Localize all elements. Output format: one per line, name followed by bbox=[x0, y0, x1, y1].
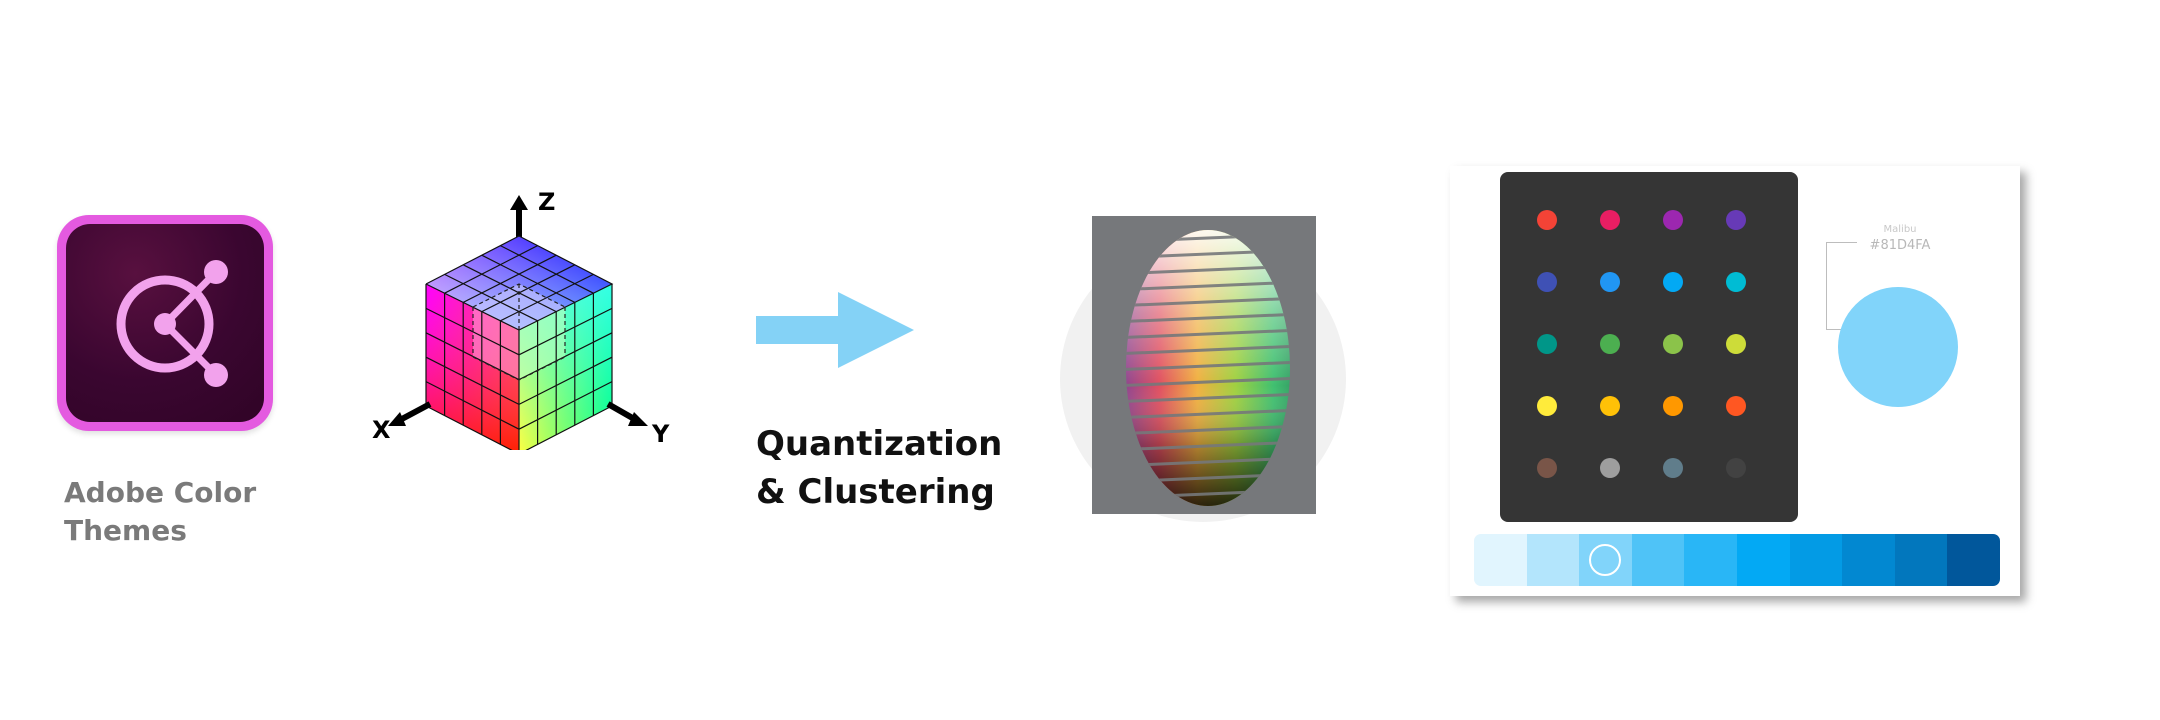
process-label-line-1: Quantization bbox=[756, 424, 1003, 464]
color-swatch[interactable] bbox=[1600, 334, 1620, 354]
color-swatch[interactable] bbox=[1663, 458, 1683, 478]
app-label: Adobe Color Themes bbox=[64, 474, 294, 550]
adobe-color-logo-icon bbox=[57, 215, 273, 431]
process-label: Quantization & Clustering bbox=[756, 420, 1016, 516]
color-swatch[interactable] bbox=[1663, 396, 1683, 416]
color-swatch[interactable] bbox=[1600, 458, 1620, 478]
color-swatch[interactable] bbox=[1600, 396, 1620, 416]
shade-bar bbox=[1474, 534, 2000, 586]
selected-color-preview bbox=[1838, 287, 1958, 407]
color-swatch[interactable] bbox=[1726, 272, 1746, 292]
shade-swatch[interactable] bbox=[1947, 534, 2000, 586]
color-swatch[interactable] bbox=[1537, 272, 1557, 292]
color-swatch[interactable] bbox=[1537, 396, 1557, 416]
shade-swatch[interactable] bbox=[1579, 534, 1632, 586]
x-axis-label: X bbox=[372, 416, 391, 444]
selected-color-hex: #81D4FA bbox=[1869, 238, 1931, 253]
y-axis-label: Y bbox=[651, 420, 670, 448]
color-swatch[interactable] bbox=[1663, 210, 1683, 230]
color-swatch[interactable] bbox=[1600, 210, 1620, 230]
shade-selector-ring[interactable] bbox=[1589, 544, 1622, 576]
color-swatch[interactable] bbox=[1537, 458, 1557, 478]
color-swatch[interactable] bbox=[1726, 210, 1746, 230]
shade-swatch[interactable] bbox=[1894, 534, 1948, 586]
shade-swatch[interactable] bbox=[1631, 534, 1685, 586]
shade-swatch[interactable] bbox=[1526, 534, 1580, 586]
shade-swatch[interactable] bbox=[1789, 534, 1843, 586]
selected-color-name: Malibu bbox=[1883, 224, 1917, 235]
color-swatch[interactable] bbox=[1537, 210, 1557, 230]
shade-swatch[interactable] bbox=[1842, 534, 1895, 586]
app-label-line-1: Adobe Color bbox=[64, 476, 257, 509]
shade-swatch[interactable] bbox=[1474, 534, 1527, 586]
color-swatch[interactable] bbox=[1726, 396, 1746, 416]
shade-swatch[interactable] bbox=[1684, 534, 1737, 586]
color-swatch[interactable] bbox=[1663, 272, 1683, 292]
color-swatch[interactable] bbox=[1663, 334, 1683, 354]
app-label-line-2: Themes bbox=[64, 514, 187, 547]
color-swatch[interactable] bbox=[1726, 334, 1746, 354]
color-swatch[interactable] bbox=[1537, 334, 1557, 354]
color-swatch[interactable] bbox=[1600, 272, 1620, 292]
swatch-grid bbox=[1500, 172, 1798, 522]
color-space-cluster-image bbox=[1092, 216, 1316, 514]
rgb-color-cube-icon: Z bbox=[372, 188, 670, 450]
right-arrow-icon bbox=[756, 292, 914, 368]
shade-swatch[interactable] bbox=[1736, 534, 1790, 586]
process-label-line-2: & Clustering bbox=[756, 472, 995, 512]
color-swatch[interactable] bbox=[1726, 458, 1746, 478]
z-axis-label: Z bbox=[538, 188, 555, 216]
